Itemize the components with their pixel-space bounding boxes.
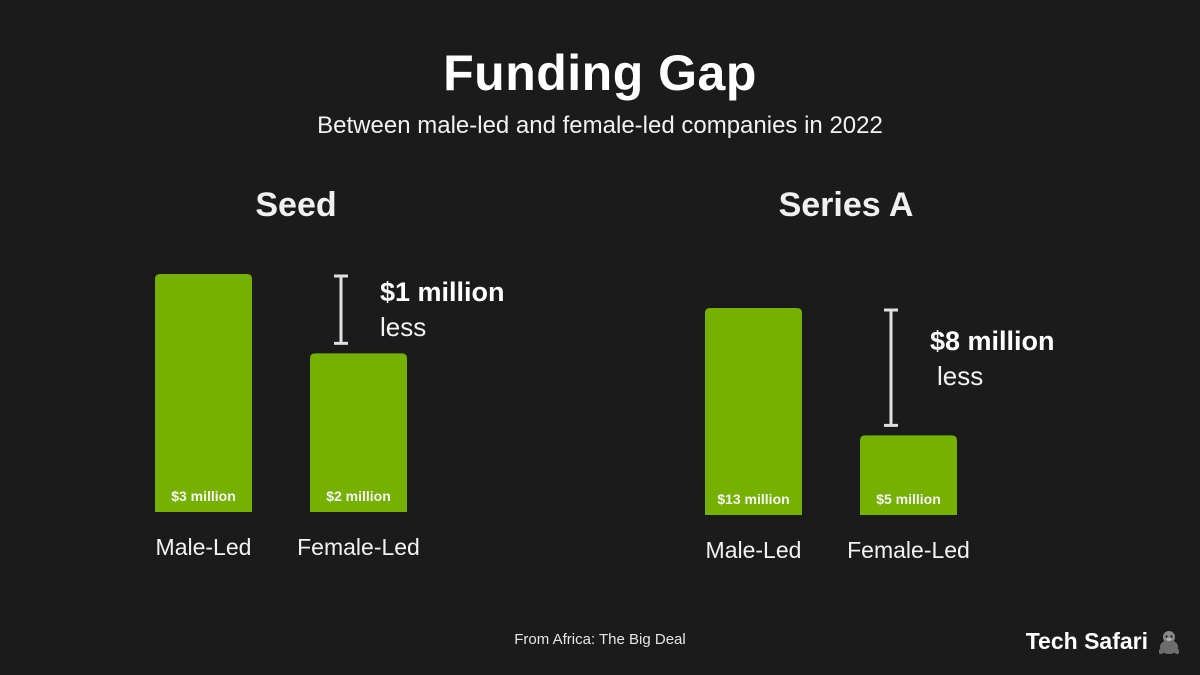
series-a-chart-title: Series A — [778, 186, 914, 224]
brand-name: Tech Safari — [1025, 628, 1148, 654]
brand: Tech Safari — [1026, 628, 1182, 655]
seed-chart-title: Seed — [255, 186, 337, 224]
bar — [705, 308, 802, 515]
bar — [155, 274, 252, 512]
category-label: Male-Led — [706, 537, 802, 563]
gap-amount-label: $1 million — [380, 277, 505, 307]
page-subtitle: Between male-led and female-led companie… — [317, 112, 883, 139]
data-label: $5 million — [876, 491, 941, 507]
page-title: Funding Gap — [443, 45, 757, 101]
data-label: $3 million — [171, 488, 236, 504]
gap-less-label: less — [380, 312, 426, 342]
category-label: Female-Led — [297, 534, 420, 560]
bar — [860, 435, 957, 515]
data-label: $2 million — [326, 488, 391, 504]
gap-amount-label: $8 million — [930, 326, 1055, 356]
gap-less-label: less — [937, 361, 983, 391]
data-label: $13 million — [717, 491, 789, 507]
source-note: From Africa: The Big Deal — [514, 631, 686, 648]
category-label: Male-Led — [156, 534, 252, 560]
bar — [310, 353, 407, 512]
category-label: Female-Led — [847, 537, 970, 563]
gorilla-icon — [1159, 630, 1179, 654]
